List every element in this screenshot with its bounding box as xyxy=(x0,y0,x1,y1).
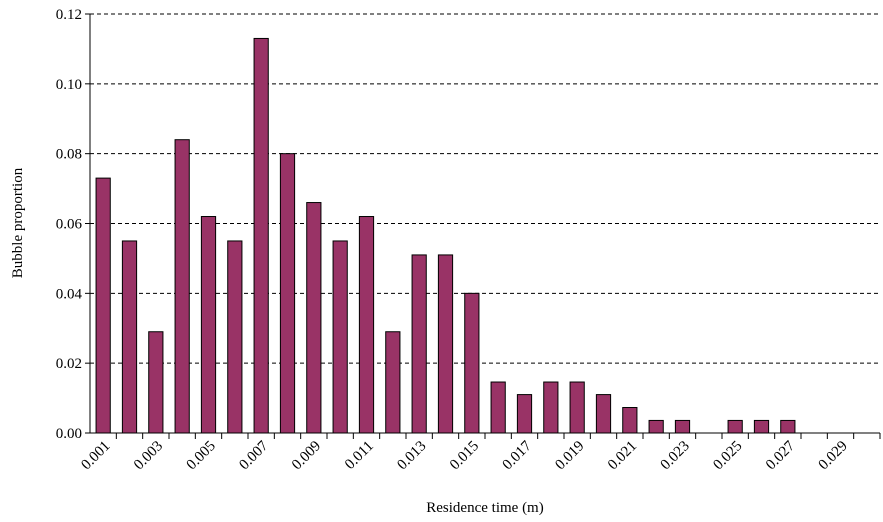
x-tick-label: 0.017 xyxy=(500,438,536,474)
y-tick-label: 0.10 xyxy=(56,77,82,93)
x-tick-label: 0.007 xyxy=(236,438,272,474)
bar xyxy=(253,37,269,434)
y-tick-label: 0.06 xyxy=(56,217,83,233)
y-tick-label: 0.12 xyxy=(56,7,82,23)
bar xyxy=(385,331,401,434)
bar xyxy=(648,419,664,434)
x-tick-label: 0.015 xyxy=(447,438,482,473)
x-tick-label: 0.029 xyxy=(816,438,851,473)
x-tick-label: 0.019 xyxy=(552,438,587,473)
y-axis-label: Bubble proportion xyxy=(10,167,26,278)
x-tick-label: 0.005 xyxy=(184,438,219,473)
bar xyxy=(148,331,164,434)
bar xyxy=(595,394,612,434)
y-tick-label: 0.02 xyxy=(56,356,82,372)
bar xyxy=(121,240,138,434)
bar xyxy=(727,419,743,434)
x-tick-label: 0.025 xyxy=(710,438,745,473)
bar xyxy=(279,153,296,434)
x-tick-label: 0.021 xyxy=(605,438,640,473)
bar xyxy=(411,254,427,434)
bar xyxy=(437,254,454,434)
bar xyxy=(95,177,111,434)
x-axis-label: Residence time (m) xyxy=(426,500,543,516)
bar xyxy=(332,240,348,434)
bar xyxy=(227,240,243,434)
bar xyxy=(306,202,322,434)
y-tick-label: 0.00 xyxy=(56,426,82,442)
bar xyxy=(490,381,506,434)
x-tick-label: 0.009 xyxy=(289,438,324,473)
bar xyxy=(569,381,585,434)
x-tick-label: 0.011 xyxy=(342,438,377,473)
y-tick-label: 0.08 xyxy=(56,147,82,163)
bar xyxy=(174,139,190,434)
bar xyxy=(543,381,559,434)
bar xyxy=(464,292,480,434)
bar xyxy=(622,407,638,434)
bar xyxy=(358,216,375,434)
y-tick-label: 0.04 xyxy=(56,286,83,302)
x-tick-label: 0.003 xyxy=(131,438,166,473)
x-tick-label: 0.027 xyxy=(763,438,799,474)
bar xyxy=(674,419,691,434)
x-tick-label: 0.023 xyxy=(658,438,693,473)
x-tick-label: 0.001 xyxy=(78,438,113,473)
bar xyxy=(200,216,217,434)
x-tick-label: 0.013 xyxy=(394,438,429,473)
bar xyxy=(516,394,533,434)
bar xyxy=(780,419,796,434)
bar xyxy=(753,419,770,434)
